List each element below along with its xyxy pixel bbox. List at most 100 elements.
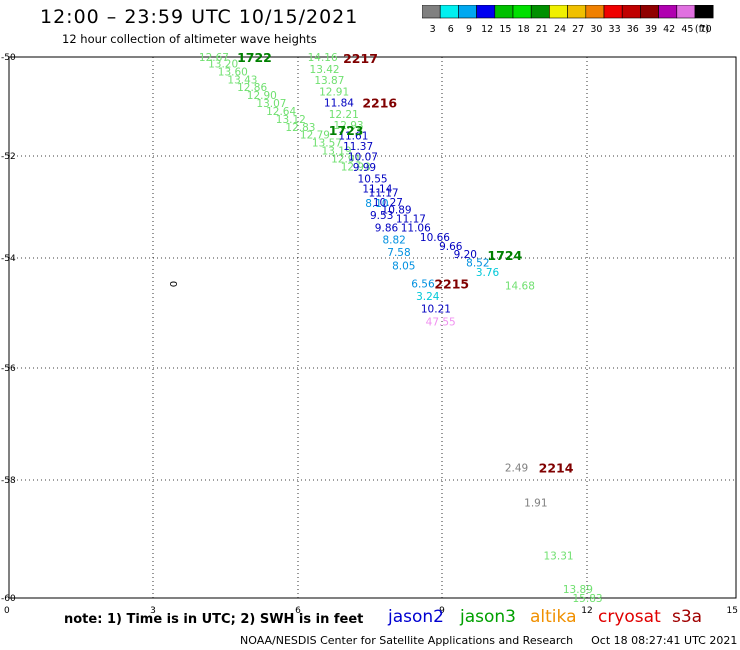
- wave-height-reading: 8.52: [466, 257, 489, 269]
- footer-timestamp: Oct 18 08:27:41 UTC 2021: [591, 634, 738, 647]
- y-tick-label: -52: [1, 152, 16, 162]
- colorbar-label: 9: [466, 24, 472, 35]
- wave-height-reading: 12.86: [237, 82, 267, 94]
- colorbar-swatch: [694, 5, 714, 19]
- wave-height-reading: 12.93: [341, 162, 371, 174]
- wave-height-reading: 11.17: [369, 188, 399, 200]
- wave-height-reading: 11.37: [343, 141, 373, 153]
- x-tick-label: 6: [295, 606, 301, 616]
- wave-height-reading: 11.14: [362, 184, 392, 196]
- wave-height-reading: 13.89: [563, 584, 593, 596]
- y-tick-label: -60: [1, 594, 16, 604]
- wave-height-reading: 12.21: [329, 109, 359, 121]
- wave-height-reading: 9.66: [439, 241, 463, 253]
- map-marker: 0: [167, 281, 178, 287]
- y-tick-label: -54: [1, 254, 16, 264]
- wave-height-reading: 13.87: [314, 75, 344, 87]
- wave-height-reading: 13.12: [276, 114, 306, 126]
- wave-height-reading: 15.83: [573, 593, 603, 605]
- footer-credit: NOAA/NESDIS Center for Satellite Applica…: [240, 634, 574, 647]
- wave-height-reading: 9.53: [370, 210, 393, 222]
- x-tick-label: 12: [581, 606, 592, 616]
- wave-height-reading: 8.05: [392, 261, 415, 273]
- satellite-legend-jason3: jason3: [460, 607, 516, 627]
- y-tick-label: -50: [1, 53, 16, 63]
- colorbar-label: 70: [700, 24, 712, 35]
- pass-time-label: 2215: [434, 276, 469, 291]
- wave-height-reading: 8.10: [365, 198, 388, 210]
- wave-height-reading: 12.91: [331, 154, 361, 166]
- wave-height-reading: 47.55: [426, 316, 456, 328]
- wave-height-reading: 13.57: [312, 138, 342, 150]
- colorbar-label: 12: [481, 24, 493, 35]
- x-tick-label: 0: [4, 606, 10, 616]
- wave-height-reading: 9.20: [454, 249, 477, 261]
- wave-height-reading: 11.06: [401, 222, 431, 234]
- colorbar-label: 36: [627, 24, 639, 35]
- wave-height-reading: 13.20: [208, 58, 238, 70]
- wave-height-reading: 10.21: [421, 304, 451, 316]
- wave-height-reading: 11.84: [324, 98, 354, 110]
- wave-height-reading: 12.83: [285, 122, 315, 134]
- colorbar-label: 39: [645, 24, 657, 35]
- wave-height-reading: 10.07: [348, 152, 378, 164]
- wave-height-reading: 10.27: [373, 197, 403, 209]
- colorbar-label: 30: [590, 24, 602, 35]
- wave-height-reading: 14.68: [505, 281, 535, 293]
- wave-height-reading: 10.55: [358, 173, 388, 185]
- satellite-legend-cryosat: cryosat: [598, 607, 661, 627]
- page-subtitle: 12 hour collection of altimeter wave hei…: [62, 32, 317, 46]
- satellite-legend-altika: altika: [530, 607, 577, 627]
- colorbar-label: 24: [554, 24, 566, 35]
- wave-height-reading: 11.61: [338, 131, 368, 143]
- x-tick-label: 3: [150, 606, 156, 616]
- wave-height-reading: 8.82: [382, 235, 405, 247]
- wave-height-reading: 13.31: [544, 551, 574, 563]
- wave-height-reading: 1.91: [524, 497, 547, 509]
- wave-height-reading: 7.58: [387, 247, 410, 259]
- wave-height-reading: 14.16: [308, 52, 338, 64]
- pass-time-label: 1722: [237, 50, 272, 65]
- colorbar-label: 15: [499, 24, 511, 35]
- wave-height-reading: 3.76: [476, 267, 500, 279]
- wave-height-reading: 2.49: [505, 463, 528, 475]
- pass-time-label: 2214: [539, 461, 574, 476]
- pass-time-label: 1723: [329, 123, 364, 138]
- wave-height-reading: 13.07: [256, 98, 286, 110]
- wave-height-reading: 12.90: [247, 90, 277, 102]
- satellite-legend-s3a: s3a: [672, 607, 703, 627]
- wave-height-reading: 12.91: [319, 87, 349, 99]
- colorbar-unit: (ft): [695, 24, 709, 35]
- wave-height-reading: 6.56: [411, 278, 435, 290]
- wave-height-reading: 13.19: [322, 146, 352, 158]
- wave-height-reading: 13.43: [227, 74, 257, 86]
- wave-height-reading: 9.99: [353, 162, 376, 174]
- plot-frame: [8, 56, 737, 599]
- pass-time-label: 1724: [487, 248, 522, 263]
- wave-height-reading: 13.60: [218, 66, 248, 78]
- colorbar-label: 45: [681, 24, 693, 35]
- colorbar-label: 33: [609, 24, 621, 35]
- wave-height-reading: 10.89: [382, 205, 412, 217]
- satellite-legend-jason2: jason2: [388, 607, 444, 627]
- wave-height-reading: 12.79: [300, 130, 330, 142]
- wave-height-reading: 12.64: [266, 106, 296, 118]
- colorbar-label: 3: [430, 24, 436, 35]
- pass-time-label: 2217: [343, 51, 378, 66]
- legend-note: note: 1) Time is in UTC; 2) SWH is in fe…: [64, 612, 364, 627]
- footer: NOAA/NESDIS Center for Satellite Applica…: [240, 634, 737, 647]
- wave-height-reading: 9.86: [375, 222, 399, 234]
- wave-height-reading: 12.93: [334, 120, 364, 132]
- wave-height-reading: 12.67: [199, 52, 229, 64]
- wave-height-reading: 13.42: [310, 64, 340, 76]
- pass-time-label: 2216: [362, 96, 397, 111]
- page-title: 12:00 – 23:59 UTC 10/15/2021: [40, 6, 359, 28]
- wave-height-reading: 11.17: [396, 214, 426, 226]
- wave-height-reading: 3.24: [416, 291, 440, 303]
- x-tick-label: 15: [727, 606, 738, 616]
- y-tick-label: -56: [1, 364, 16, 374]
- y-tick-label: -58: [1, 476, 16, 486]
- colorbar-label: 27: [572, 24, 584, 35]
- colorbar-label: 42: [663, 24, 675, 35]
